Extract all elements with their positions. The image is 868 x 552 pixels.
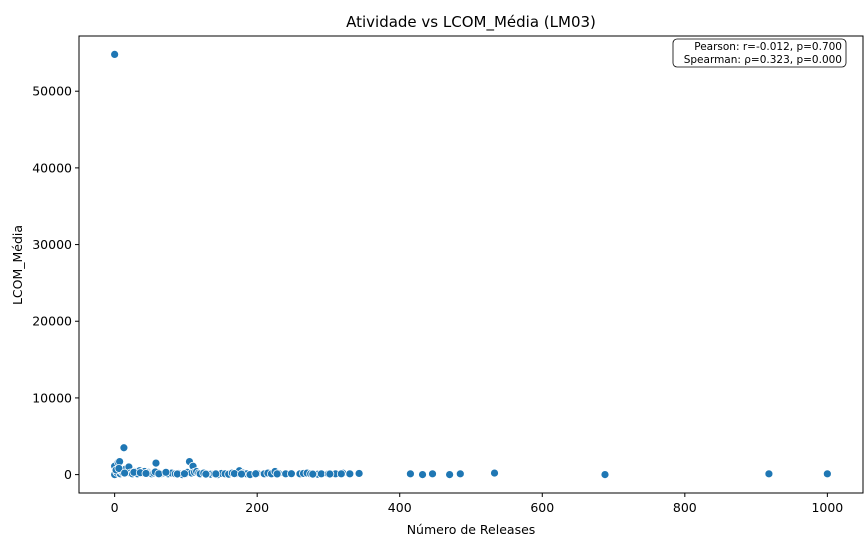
x-tick-label: 200 <box>245 500 269 515</box>
y-axis-label: LCOM_Média <box>10 225 25 305</box>
x-tick-label: 1000 <box>811 500 843 515</box>
scatter-point <box>161 467 171 477</box>
y-tick-label: 20000 <box>32 314 72 329</box>
x-tick-label: 600 <box>530 500 554 515</box>
scatter-point <box>325 469 335 479</box>
x-axis-label: Número de Releases <box>407 522 536 537</box>
scatter-point <box>764 469 774 479</box>
x-tick-label: 800 <box>673 500 697 515</box>
scatter-point <box>354 469 364 478</box>
plot-area-frame <box>78 35 864 494</box>
y-tick-label: 10000 <box>32 390 72 405</box>
correlation-stats-box: Pearson: r=-0.012, p=0.700 Spearman: ρ=0… <box>672 38 847 68</box>
spearman-stat: Spearman: ρ=0.323, p=0.000 <box>684 54 842 66</box>
stats-box-frame <box>672 38 847 68</box>
y-tick-label: 30000 <box>32 237 72 252</box>
y-tick-label: 0 <box>64 467 72 482</box>
scatter-point <box>151 458 161 468</box>
x-tick-label: 400 <box>388 500 412 515</box>
scatter-point <box>428 469 437 479</box>
pearson-stat: Pearson: r=-0.012, p=0.700 <box>694 41 842 53</box>
scatter-point <box>114 464 124 473</box>
scatter-point <box>110 50 120 59</box>
x-axis-ticks: 0 200 400 600 800 1000 <box>111 493 843 515</box>
scatter-point <box>237 469 246 479</box>
scatter-point <box>308 469 318 479</box>
scatter-point <box>406 469 415 479</box>
scatter-point <box>119 443 129 453</box>
scatter-point <box>418 470 427 479</box>
scatter-point <box>490 468 499 478</box>
scatter-point <box>251 469 261 479</box>
y-tick-label: 40000 <box>32 160 72 175</box>
scatter-point <box>272 469 282 479</box>
scatter-point <box>211 469 221 479</box>
scatter-point <box>141 469 151 478</box>
y-tick-label: 50000 <box>32 84 72 99</box>
scatter-point <box>336 469 346 479</box>
scatter-point <box>286 469 296 479</box>
scatter-point <box>445 470 455 479</box>
scatter-point <box>822 469 832 479</box>
chart-title: Atividade vs LCOM_Média (LM03) <box>346 13 596 32</box>
scatter-point <box>154 469 164 479</box>
scatter-point <box>600 470 610 479</box>
scatter-point <box>120 468 130 478</box>
x-tick-label: 0 <box>111 500 119 515</box>
scatter-point <box>201 469 211 479</box>
scatter-point <box>455 469 465 479</box>
y-axis-ticks: 0 10000 20000 30000 40000 50000 <box>32 84 79 482</box>
scatter-points <box>110 50 832 479</box>
scatter-point <box>180 469 189 479</box>
scatter-point <box>345 469 355 479</box>
